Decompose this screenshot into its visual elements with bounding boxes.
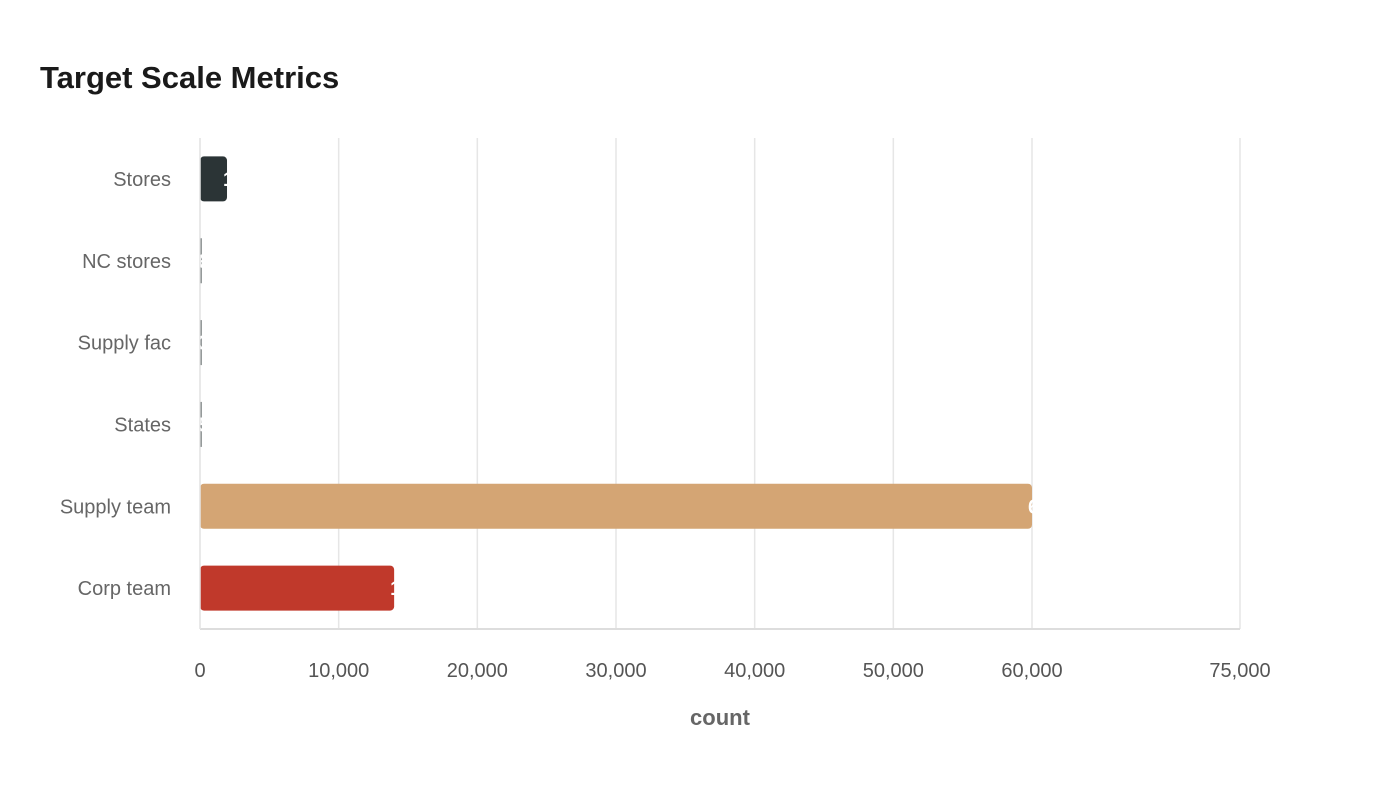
data-label: 63: [198, 251, 220, 273]
y-category-label: Stores: [113, 169, 171, 191]
data-label: 1,948: [223, 169, 273, 191]
x-tick-label: 10,000: [308, 660, 369, 682]
x-tick-label: 50,000: [863, 660, 924, 682]
gridlines: [199, 138, 1241, 629]
bars-group: [200, 156, 1032, 611]
y-category-label: Corp team: [78, 578, 171, 600]
x-axis: 0 10,000 20,000 30,000 40,000 50,000 60,000 75,…: [194, 138, 1271, 682]
bar: [200, 483, 1032, 529]
x-axis-title: count: [690, 705, 751, 730]
x-tick-label: 20,000: [447, 660, 508, 682]
y-axis: Stores NC stores Supply fac States Supply te…: [60, 169, 171, 600]
y-category-label: States: [114, 414, 171, 436]
x-tick-label: 60,000: [1001, 660, 1062, 682]
y-category-label: Supply fac: [78, 333, 171, 355]
data-label: 50: [198, 414, 220, 436]
bar: [200, 565, 395, 611]
data-label: 14,000: [390, 578, 451, 600]
data-label: 38: [198, 333, 220, 355]
y-category-label: Supply team: [60, 496, 171, 518]
chart-title: Target Scale Metrics: [40, 60, 340, 95]
y-category-label: NC stores: [82, 251, 171, 273]
data-labels-group: 1,948 63 38 50 60,000 14,000: [198, 169, 1089, 600]
x-tick-label: 40,000: [724, 660, 785, 682]
data-label: 60,000: [1028, 496, 1089, 518]
x-tick-label: 75,000: [1209, 660, 1270, 682]
x-tick-label: 0: [194, 660, 205, 682]
bar: [200, 156, 228, 202]
x-tick-label: 30,000: [585, 660, 646, 682]
